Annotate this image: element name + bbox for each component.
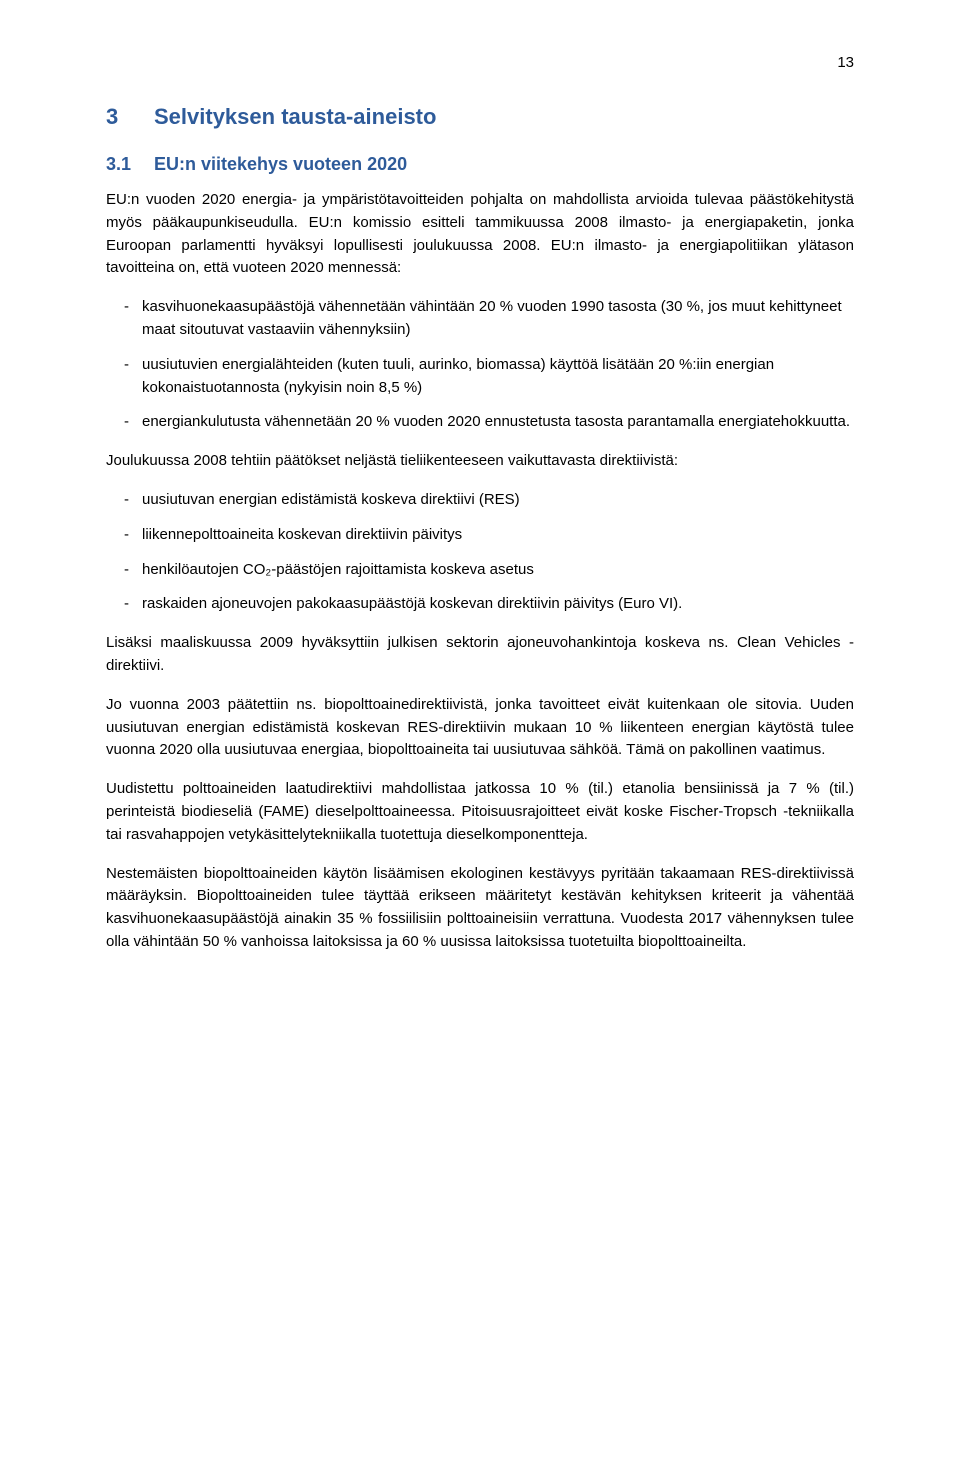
paragraph: Uudistettu polttoaineiden laatudirektiiv… xyxy=(106,778,854,846)
heading-2-number: 3.1 xyxy=(106,154,154,175)
list-item: energiankulutusta vähennetään 20 % vuode… xyxy=(106,411,854,434)
heading-1-title: Selvityksen tausta-aineisto xyxy=(154,104,436,129)
paragraph: EU:n vuoden 2020 energia- ja ympäristöta… xyxy=(106,189,854,280)
heading-level-2: 3.1EU:n viitekehys vuoteen 2020 xyxy=(106,154,854,175)
heading-level-1: 3Selvityksen tausta-aineisto xyxy=(106,104,854,130)
paragraph: Joulukuussa 2008 tehtiin päätökset neljä… xyxy=(106,450,854,473)
paragraph: Jo vuonna 2003 päätettiin ns. biopolttoa… xyxy=(106,694,854,762)
paragraph: Nestemäisten biopolttoaineiden käytön li… xyxy=(106,863,854,954)
paragraph: Lisäksi maaliskuussa 2009 hyväksyttiin j… xyxy=(106,632,854,678)
list-item: kasvihuonekaasupäästöjä vähennetään vähi… xyxy=(106,296,854,342)
list-item: liikennepolttoaineita koskevan direktiiv… xyxy=(106,524,854,547)
list-item: uusiutuvan energian edistämistä koskeva … xyxy=(106,489,854,512)
bullet-list: kasvihuonekaasupäästöjä vähennetään vähi… xyxy=(106,296,854,434)
list-item: raskaiden ajoneuvojen pakokaasupäästöjä … xyxy=(106,593,854,616)
page-number: 13 xyxy=(837,54,854,71)
page-content: 3Selvityksen tausta-aineisto 3.1EU:n vii… xyxy=(106,104,854,954)
bullet-list: uusiutuvan energian edistämistä koskeva … xyxy=(106,489,854,616)
list-item: henkilöautojen CO₂-päästöjen rajoittamis… xyxy=(106,559,854,582)
heading-1-number: 3 xyxy=(106,104,154,130)
heading-2-title: EU:n viitekehys vuoteen 2020 xyxy=(154,154,407,174)
list-item: uusiutuvien energialähteiden (kuten tuul… xyxy=(106,354,854,400)
